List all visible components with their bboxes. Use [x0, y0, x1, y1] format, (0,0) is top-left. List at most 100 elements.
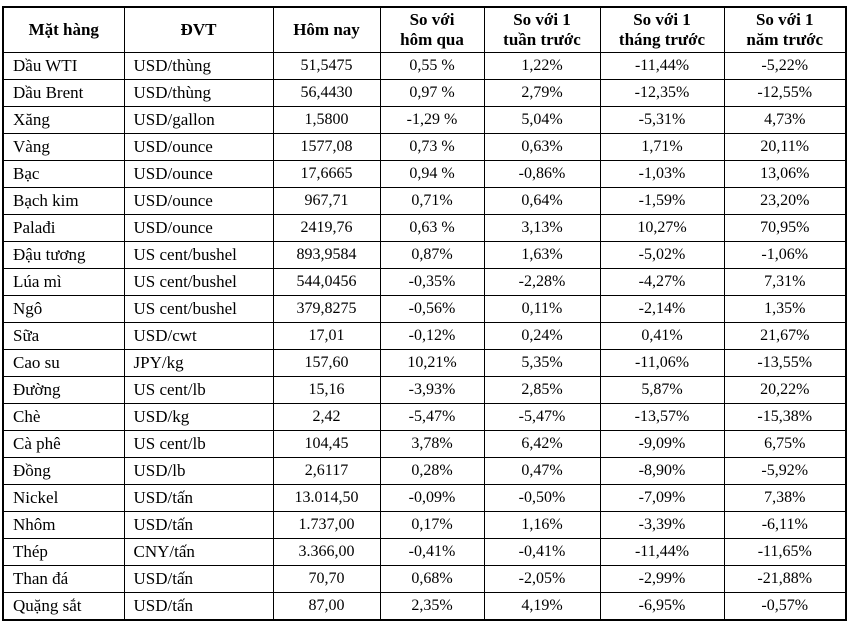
vs-yesterday-cell: 0,87% [379, 241, 485, 269]
unit-cell: USD/thùng [123, 79, 274, 107]
vs-yesterday-cell: 0,71% [379, 187, 485, 215]
vs-1-week-cell: 6,42% [483, 430, 601, 458]
col-header-vs-1-month: So với 1 tháng trước [599, 6, 725, 53]
today-price-cell: 2,42 [272, 403, 381, 431]
vs-1-month-cell: -8,90% [599, 457, 725, 485]
col-header-today: Hôm nay [272, 6, 381, 53]
vs-1-week-cell: 0,24% [483, 322, 601, 350]
commodity-name-cell: Than đá [2, 565, 125, 593]
vs-1-year-cell: 23,20% [723, 187, 847, 215]
vs-1-month-cell: -5,31% [599, 106, 725, 134]
unit-cell: US cent/bushel [123, 295, 274, 323]
table-row: Dầu WTI USD/thùng 51,5475 0,55 % 1,22% -11,44… [2, 52, 847, 80]
col-header-vs-yesterday: So với hôm qua [379, 6, 485, 53]
table-row: Dầu Brent USD/thùng 56,4430 0,97 % 2,79% -12,… [2, 79, 847, 107]
vs-1-year-cell: -11,65% [723, 538, 847, 566]
vs-yesterday-cell: 0,17% [379, 511, 485, 539]
vs-1-week-cell: 3,13% [483, 214, 601, 242]
vs-1-year-cell: -15,38% [723, 403, 847, 431]
table-row: Palađi USD/ounce 2419,76 0,63 % 3,13% 10,27% 7… [2, 214, 847, 242]
commodity-name-cell: Ngô [2, 295, 125, 323]
commodity-name-cell: Bạch kim [2, 187, 125, 215]
vs-1-year-cell: 6,75% [723, 430, 847, 458]
vs-1-year-cell: 20,11% [723, 133, 847, 161]
vs-1-week-cell: -0,50% [483, 484, 601, 512]
commodity-name-cell: Đậu tương [2, 241, 125, 269]
today-price-cell: 15,16 [272, 376, 381, 404]
today-price-cell: 3.366,00 [272, 538, 381, 566]
vs-1-week-cell: 2,85% [483, 376, 601, 404]
table-row: Đồng USD/lb 2,6117 0,28% 0,47% -8,90% -5,92% [2, 457, 847, 485]
commodity-name-cell: Chè [2, 403, 125, 431]
vs-1-month-cell: -7,09% [599, 484, 725, 512]
commodity-name-cell: Cà phê [2, 430, 125, 458]
unit-cell: USD/ounce [123, 214, 274, 242]
col-header-vs-1-week: So với 1 tuần trước [483, 6, 601, 53]
table-row: Bạch kim USD/ounce 967,71 0,71% 0,64% -1,59% 2… [2, 187, 847, 215]
today-price-cell: 13.014,50 [272, 484, 381, 512]
today-price-cell: 544,0456 [272, 268, 381, 296]
vs-1-month-cell: -3,39% [599, 511, 725, 539]
commodity-name-cell: Nickel [2, 484, 125, 512]
vs-1-year-cell: 13,06% [723, 160, 847, 188]
commodity-name-cell: Thép [2, 538, 125, 566]
commodity-name-cell: Cao su [2, 349, 125, 377]
vs-yesterday-cell: 0,97 % [379, 79, 485, 107]
table-row: Nickel USD/tấn 13.014,50 -0,09% -0,50% -7,09%… [2, 484, 847, 512]
today-price-cell: 1,5800 [272, 106, 381, 134]
table-row: Thép CNY/tấn 3.366,00 -0,41% -0,41% -11,44% -1… [2, 538, 847, 566]
today-price-cell: 157,60 [272, 349, 381, 377]
today-price-cell: 87,00 [272, 592, 381, 621]
unit-cell: USD/cwt [123, 322, 274, 350]
vs-1-week-cell: 5,35% [483, 349, 601, 377]
unit-cell: USD/ounce [123, 187, 274, 215]
vs-1-month-cell: -11,06% [599, 349, 725, 377]
unit-cell: USD/tấn [123, 565, 274, 593]
table-row: Đậu tương US cent/bushel 893,9584 0,87% 1,63… [2, 241, 847, 269]
unit-cell: JPY/kg [123, 349, 274, 377]
vs-1-year-cell: -12,55% [723, 79, 847, 107]
vs-1-month-cell: -1,59% [599, 187, 725, 215]
vs-1-month-cell: -4,27% [599, 268, 725, 296]
table-row: Ngô US cent/bushel 379,8275 -0,56% 0,11% -2,1… [2, 295, 847, 323]
unit-cell: US cent/lb [123, 376, 274, 404]
commodity-name-cell: Vàng [2, 133, 125, 161]
today-price-cell: 51,5475 [272, 52, 381, 80]
table-row: Cà phê US cent/lb 104,45 3,78% 6,42% -9,09% 6,… [2, 430, 847, 458]
commodity-name-cell: Dầu WTI [2, 52, 125, 80]
today-price-cell: 1577,08 [272, 133, 381, 161]
vs-1-week-cell: -5,47% [483, 403, 601, 431]
vs-1-month-cell: -11,44% [599, 538, 725, 566]
vs-1-week-cell: 1,63% [483, 241, 601, 269]
unit-cell: USD/ounce [123, 133, 274, 161]
vs-1-year-cell: -5,22% [723, 52, 847, 80]
vs-1-year-cell: -0,57% [723, 592, 847, 621]
today-price-cell: 17,01 [272, 322, 381, 350]
vs-yesterday-cell: 0,94 % [379, 160, 485, 188]
vs-yesterday-cell: -0,35% [379, 268, 485, 296]
unit-cell: USD/tấn [123, 511, 274, 539]
vs-1-year-cell: -1,06% [723, 241, 847, 269]
col-header-item: Mặt hàng [2, 6, 125, 53]
vs-1-year-cell: -21,88% [723, 565, 847, 593]
commodity-name-cell: Bạc [2, 160, 125, 188]
col-header-vs-1-year: So với 1 năm trước [723, 6, 847, 53]
commodity-name-cell: Đường [2, 376, 125, 404]
unit-cell: CNY/tấn [123, 538, 274, 566]
unit-cell: US cent/bushel [123, 241, 274, 269]
unit-cell: USD/thùng [123, 52, 274, 80]
vs-1-month-cell: 5,87% [599, 376, 725, 404]
vs-yesterday-cell: 0,68% [379, 565, 485, 593]
unit-cell: USD/ounce [123, 160, 274, 188]
table-row: Cao su JPY/kg 157,60 10,21% 5,35% -11,06% -13,… [2, 349, 847, 377]
vs-1-year-cell: 4,73% [723, 106, 847, 134]
vs-1-week-cell: 4,19% [483, 592, 601, 621]
vs-yesterday-cell: -1,29 % [379, 106, 485, 134]
vs-yesterday-cell: 0,73 % [379, 133, 485, 161]
vs-1-week-cell: 0,64% [483, 187, 601, 215]
vs-yesterday-cell: 10,21% [379, 349, 485, 377]
vs-yesterday-cell: -3,93% [379, 376, 485, 404]
unit-cell: USD/gallon [123, 106, 274, 134]
vs-yesterday-cell: -0,56% [379, 295, 485, 323]
today-price-cell: 2419,76 [272, 214, 381, 242]
